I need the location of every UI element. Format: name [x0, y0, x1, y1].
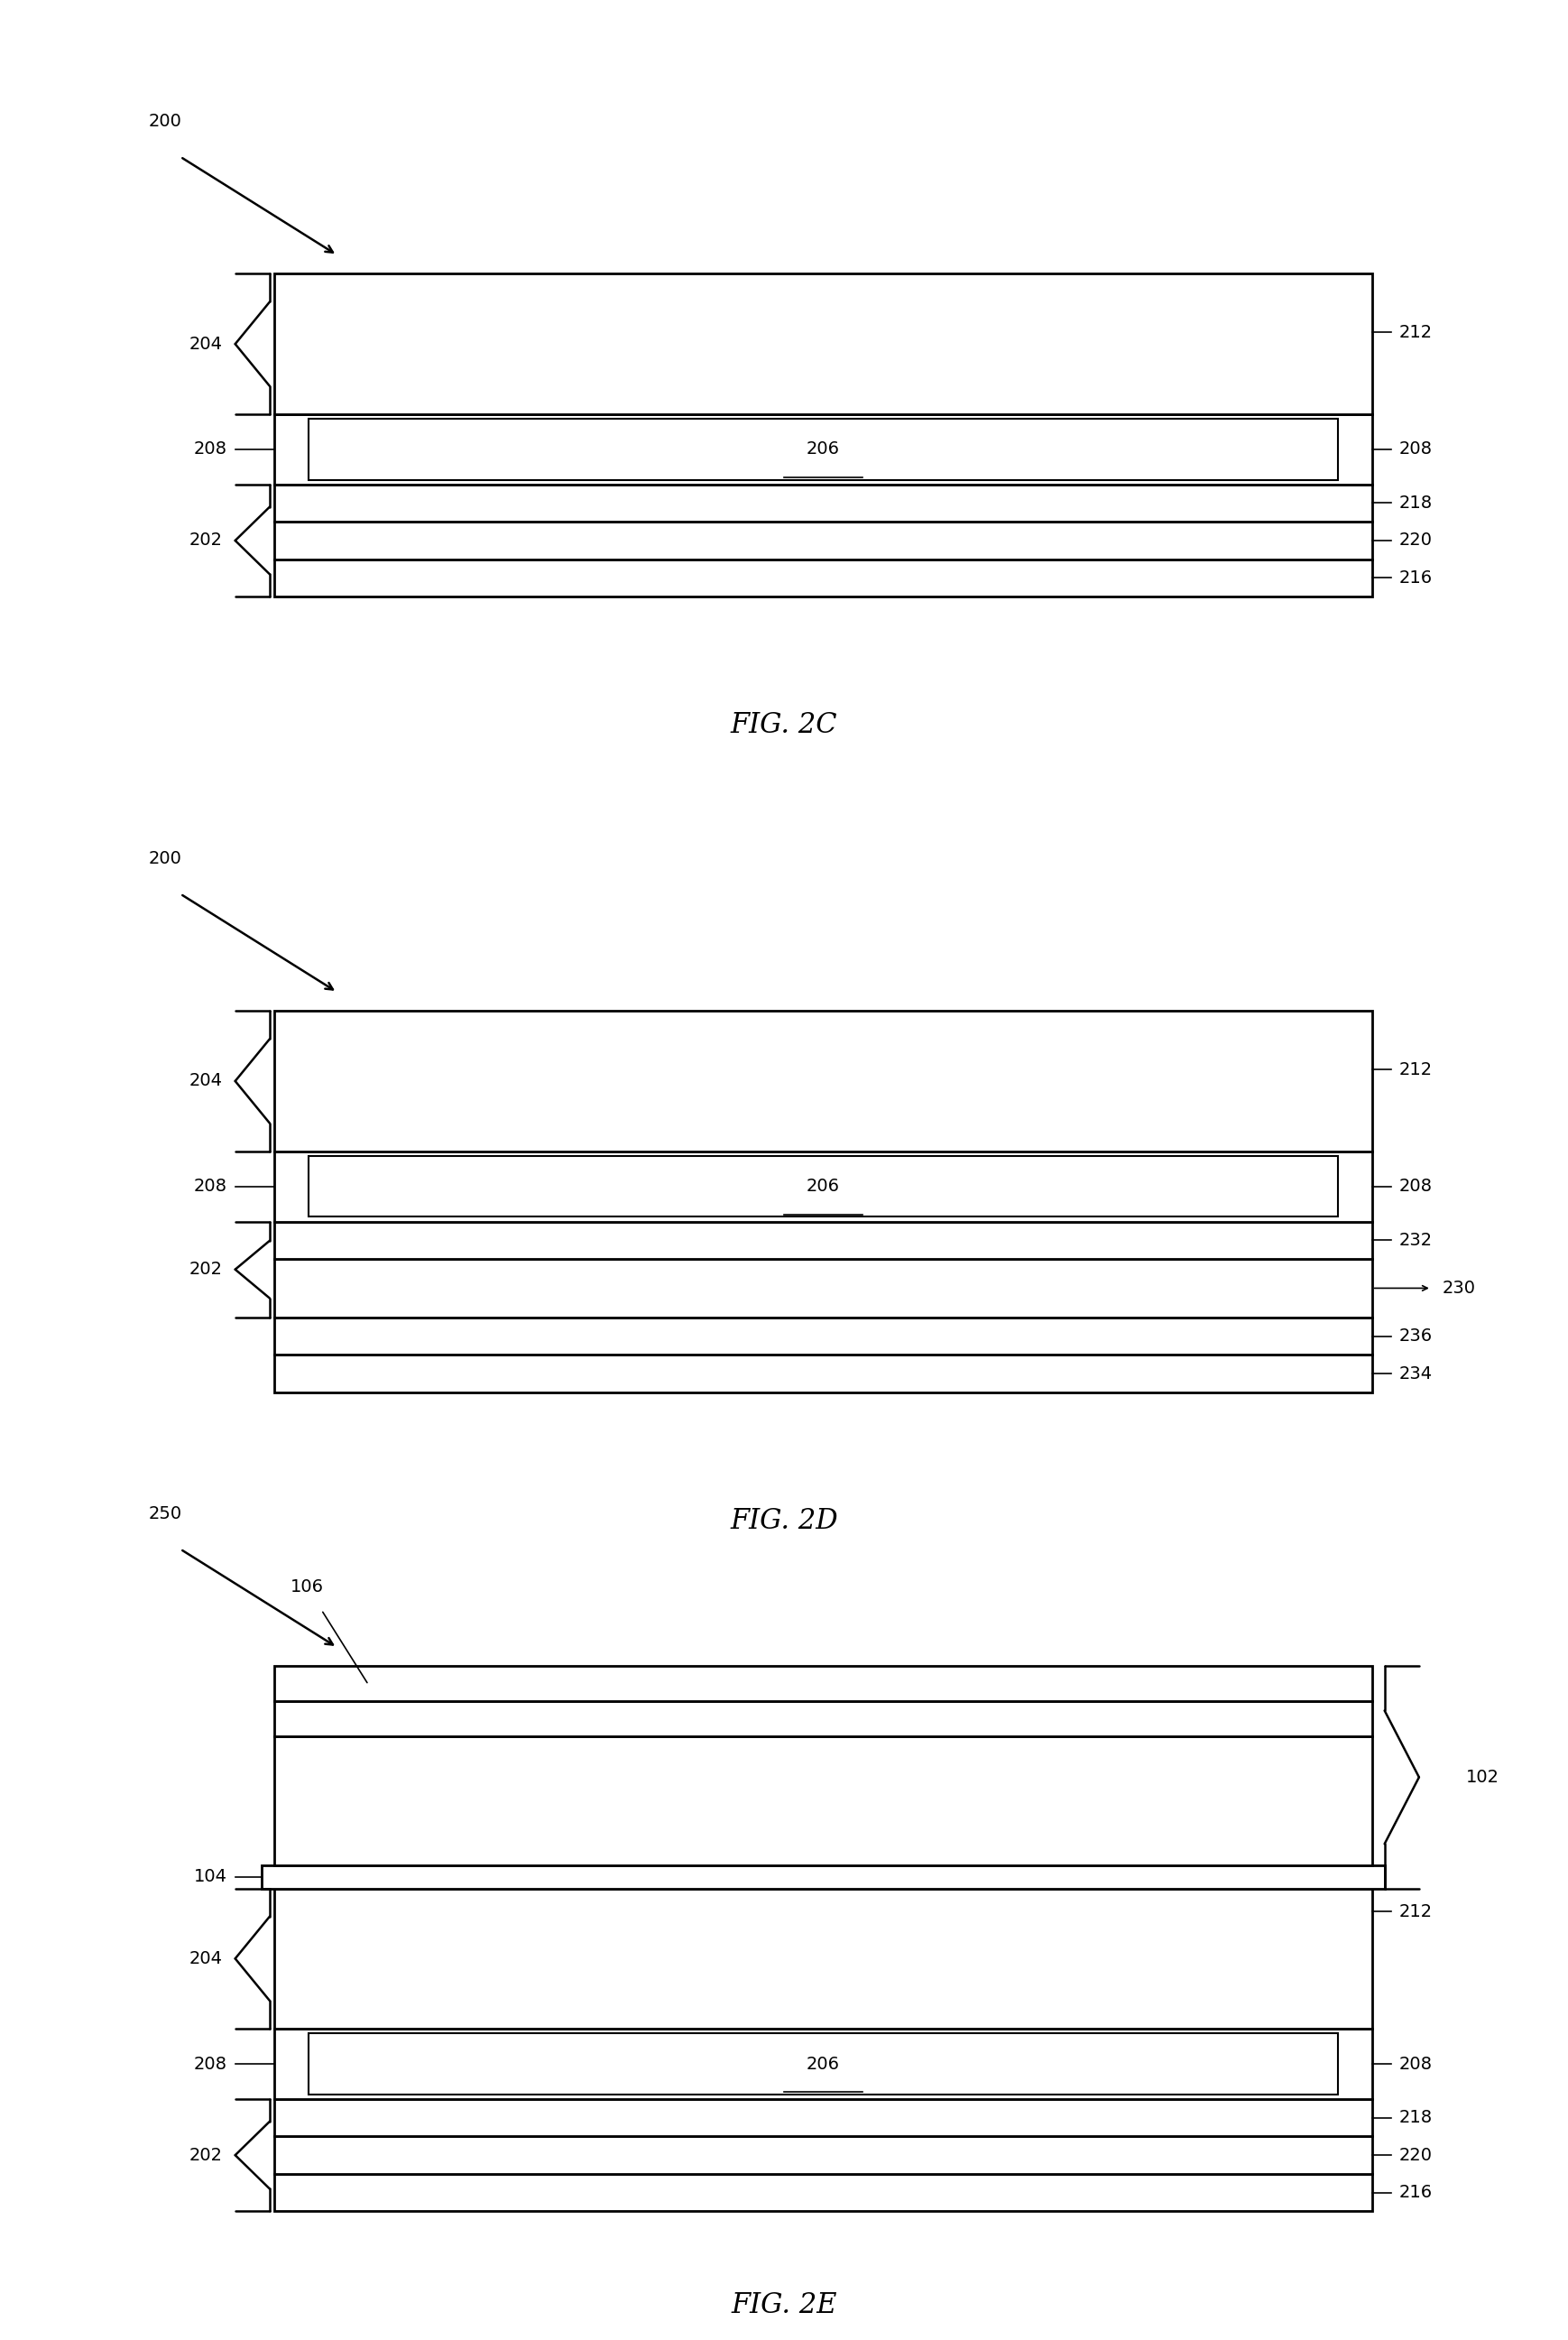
- Text: 202: 202: [190, 1261, 223, 1278]
- Bar: [309, 1156, 1338, 1217]
- Text: 202: 202: [190, 2146, 223, 2164]
- Text: 220: 220: [1399, 2146, 1432, 2164]
- Bar: [274, 2136, 1372, 2174]
- Text: 208: 208: [194, 1177, 227, 1196]
- Bar: [274, 2099, 1372, 2136]
- Bar: [262, 1865, 1385, 1888]
- Bar: [274, 1317, 1372, 1355]
- Bar: [309, 2033, 1338, 2094]
- Text: 106: 106: [290, 1577, 323, 1596]
- Text: 208: 208: [194, 2055, 227, 2073]
- Text: 218: 218: [1399, 2108, 1432, 2127]
- Bar: [274, 414, 1372, 484]
- Bar: [274, 1736, 1372, 1865]
- Text: 212: 212: [1399, 1060, 1432, 1079]
- Bar: [274, 1221, 1372, 1259]
- Bar: [274, 1701, 1372, 1736]
- Text: 208: 208: [194, 440, 227, 459]
- Text: 220: 220: [1399, 531, 1432, 550]
- Text: 216: 216: [1399, 2183, 1432, 2202]
- Text: 102: 102: [1466, 1769, 1499, 1785]
- Text: 208: 208: [1399, 440, 1432, 459]
- Text: 208: 208: [1399, 1177, 1432, 1196]
- Text: 212: 212: [1399, 323, 1432, 342]
- Bar: [274, 2029, 1372, 2099]
- Text: 250: 250: [149, 1505, 182, 1523]
- Bar: [274, 1355, 1372, 1392]
- Text: 206: 206: [806, 1177, 840, 1196]
- Text: 230: 230: [1443, 1280, 1475, 1296]
- Text: 200: 200: [149, 112, 182, 131]
- Bar: [274, 559, 1372, 597]
- Text: FIG. 2C: FIG. 2C: [731, 711, 837, 739]
- Text: FIG. 2D: FIG. 2D: [731, 1507, 837, 1535]
- Bar: [274, 484, 1372, 522]
- Text: 204: 204: [190, 335, 223, 353]
- Bar: [274, 1151, 1372, 1221]
- Bar: [274, 1666, 1372, 1701]
- Text: 204: 204: [190, 1072, 223, 1090]
- Text: 234: 234: [1399, 1364, 1432, 1383]
- Bar: [309, 419, 1338, 480]
- Text: 216: 216: [1399, 569, 1432, 587]
- Text: 218: 218: [1399, 494, 1432, 512]
- Bar: [274, 1888, 1372, 2029]
- Text: 200: 200: [149, 849, 182, 868]
- Text: 232: 232: [1399, 1231, 1432, 1250]
- Bar: [274, 522, 1372, 559]
- Text: 206: 206: [806, 2055, 840, 2073]
- Text: 208: 208: [1399, 2055, 1432, 2073]
- Text: 236: 236: [1399, 1327, 1432, 1345]
- Bar: [274, 1011, 1372, 1151]
- Text: FIG. 2E: FIG. 2E: [731, 2291, 837, 2319]
- Bar: [274, 274, 1372, 414]
- Bar: [274, 2174, 1372, 2211]
- Bar: [274, 1259, 1372, 1317]
- Text: 202: 202: [190, 531, 223, 550]
- Text: 104: 104: [194, 1867, 227, 1886]
- Text: 206: 206: [806, 440, 840, 459]
- Text: 212: 212: [1399, 1902, 1432, 1921]
- Text: 204: 204: [190, 1949, 223, 1968]
